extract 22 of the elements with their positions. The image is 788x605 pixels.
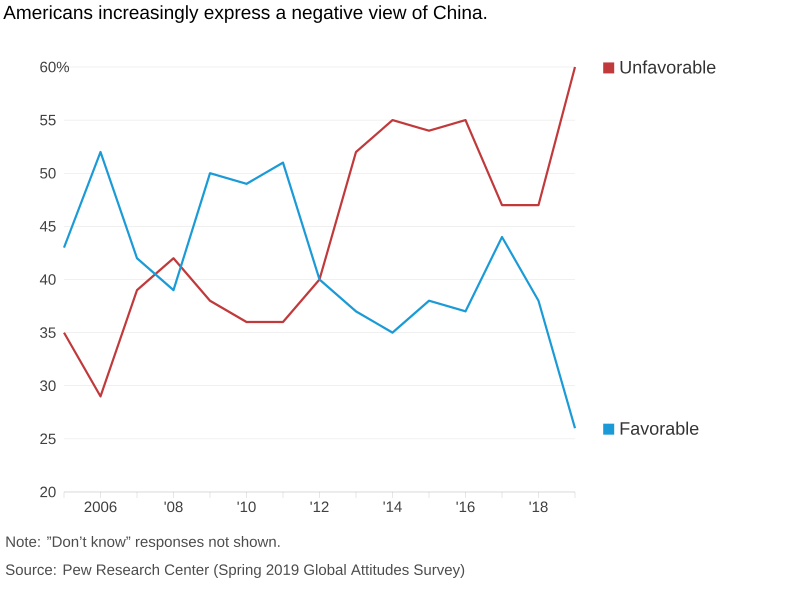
x-tick-label: '10 bbox=[238, 502, 256, 512]
text: Note: ”Don’t know” responses not shown. bbox=[6, 536, 280, 550]
x-tick-label: '14 bbox=[383, 502, 402, 512]
line-series bbox=[62, 150, 576, 430]
y-tick-label: 55 bbox=[40, 114, 56, 126]
y-tick-label: 45 bbox=[40, 221, 56, 232]
y-tick-label: 25 bbox=[40, 434, 56, 444]
legend-label: Unfavorable bbox=[620, 60, 716, 74]
y-tick-label: 35 bbox=[40, 327, 56, 338]
y-tick-label: 20 bbox=[40, 486, 56, 498]
y-tick-label: 40 bbox=[40, 274, 56, 285]
source-note: Source: Pew Research Center (Spring 2019 Global Attitudes Survey) bbox=[6, 564, 464, 578]
x-tick-label: '16 bbox=[456, 502, 475, 512]
x-tick-label: 2006 bbox=[84, 502, 117, 512]
legend-label: Favorable bbox=[620, 422, 698, 435]
x-tick-label: '08 bbox=[164, 502, 183, 512]
x-tick-label: '12 bbox=[310, 502, 329, 512]
y-tick-label: 50 bbox=[40, 168, 56, 179]
chart-title: Americans increasingly express a negative view of China. bbox=[3, 5, 486, 23]
y-tick-label: 60% bbox=[40, 62, 70, 72]
x-tick-label: '18 bbox=[529, 502, 548, 512]
y-tick-label: 30 bbox=[40, 380, 56, 392]
